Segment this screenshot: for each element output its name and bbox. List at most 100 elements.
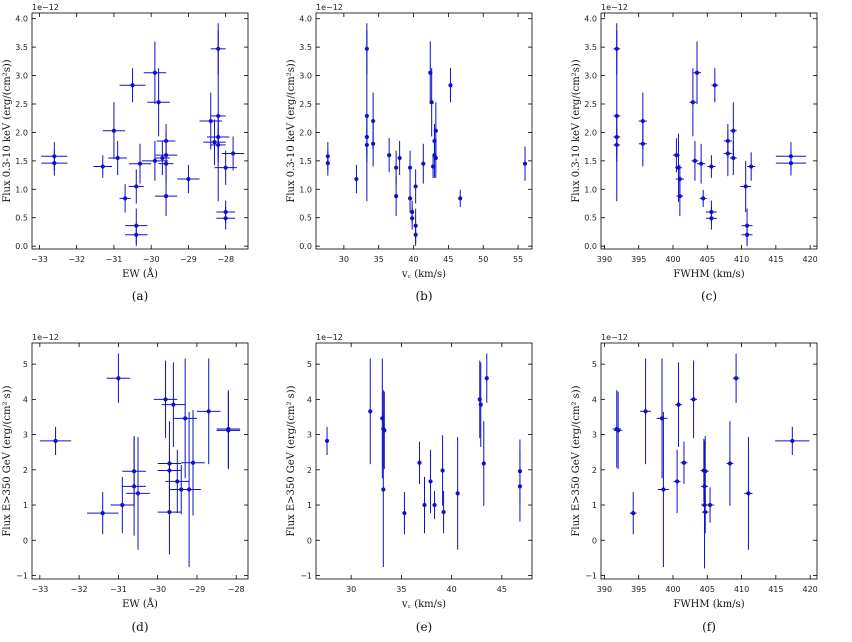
- chart-d-point: [106, 353, 131, 403]
- chart-c-point: [705, 206, 717, 230]
- chart-b-xtick-label: 50: [478, 255, 488, 264]
- chart-c-point: [723, 130, 732, 177]
- chart-c-point: [711, 68, 719, 103]
- chart-f-xtick-label: 400: [665, 585, 680, 594]
- chart-c-ytick-label: 4.0: [584, 15, 597, 24]
- chart-c-marker: [731, 155, 736, 161]
- chart-f-point: [657, 412, 669, 568]
- chart-f-marker: [746, 491, 751, 496]
- chart-d-marker: [226, 428, 231, 433]
- chart-a: −33 −32 −31 −30 −29 −28 0.0 0.5 1.0 1.5 2.0 2.5 3.0 3…: [2, 3, 249, 303]
- chart-e-marker: [481, 461, 486, 466]
- chart-d-ytick-label: 4: [23, 395, 28, 404]
- chart-a-marker: [216, 142, 221, 148]
- chart-b-point: [413, 169, 418, 204]
- chart-d-marker: [183, 416, 188, 421]
- chart-c-marker: [709, 164, 714, 169]
- chart-b-ytick-label: 3.0: [299, 72, 312, 81]
- chart-c-xtick-label: 390: [597, 255, 612, 264]
- chart-a-ylabel: Flux 0.3-10 keV (erg/(cm²s)): [2, 59, 13, 202]
- chart-a-marker: [100, 164, 105, 169]
- chart-f-frame: [600, 342, 818, 580]
- chart-f-ytick-label: 5: [592, 360, 597, 369]
- chart-e-ytick-label: 4: [307, 395, 312, 404]
- chart-c-ytick-label: 0.0: [584, 242, 597, 251]
- chart-c-ytick-label: 3.5: [584, 43, 597, 52]
- chart-e-caption: (e): [416, 620, 432, 634]
- chart-a-marker: [115, 155, 120, 161]
- chart-f-xtick-label: 395: [631, 585, 646, 594]
- chart-c-point: [699, 189, 707, 207]
- chart-c-point: [740, 160, 752, 213]
- chart-f-point: [673, 449, 681, 514]
- chart-b-marker: [413, 184, 418, 189]
- chart-e-marker: [440, 468, 445, 473]
- chart-c-marker: [731, 128, 736, 133]
- chart-f-marker: [631, 511, 636, 516]
- chart-b-marker: [394, 165, 399, 170]
- chart-d-point: [122, 437, 146, 536]
- chart-e-marker: [432, 502, 437, 508]
- chart-b-caption: (b): [415, 289, 432, 303]
- chart-a-point: [216, 206, 235, 230]
- chart-a-marker: [52, 161, 57, 166]
- chart-d-xtick-label: −31: [110, 585, 127, 594]
- chart-a-marker: [223, 165, 228, 170]
- chart-d-marker: [186, 487, 192, 492]
- chart-d-ytick-label: 2: [23, 466, 28, 475]
- chart-c-ytick-label: 1.5: [584, 157, 597, 166]
- chart-a-point: [125, 223, 148, 247]
- chart-c-xtick-label: 400: [665, 255, 680, 264]
- chart-b-marker: [448, 83, 453, 88]
- chart-b-ylabel: Flux 0.3-10 keV (erg/(cm²s)): [286, 59, 297, 202]
- chart-a-point: [210, 127, 226, 162]
- chart-c-point: [775, 150, 807, 176]
- chart-d-xlabel: EW (Å): [122, 598, 158, 610]
- chart-f-ytick-label: 1: [592, 501, 597, 510]
- chart-a-point: [141, 140, 168, 181]
- chart-b-marker: [522, 161, 528, 166]
- chart-c-marker: [788, 161, 794, 166]
- chart-c-y-offset: 1e−12: [601, 3, 628, 12]
- chart-c-ytick-label: 0.5: [584, 214, 597, 223]
- chart-d-ytick-label: 1: [23, 501, 28, 510]
- chart-f-marker: [790, 438, 795, 444]
- chart-f-point: [675, 362, 682, 447]
- chart-f-point: [701, 490, 709, 534]
- chart-f-point: [656, 358, 668, 479]
- chart-f-ytick-label: 0: [592, 536, 597, 545]
- chart-d-point: [173, 358, 197, 479]
- chart-c-ylabel: Flux 0.3-10 keV (erg/(cm²s)): [571, 59, 582, 202]
- chart-c-marker: [674, 153, 679, 158]
- chart-b-point: [522, 146, 528, 181]
- chart-a-marker: [130, 83, 135, 88]
- chart-b-marker: [371, 141, 376, 146]
- chart-c-point: [673, 138, 680, 173]
- chart-a-xtick-label: −31: [105, 255, 122, 264]
- chart-c-marker: [690, 100, 695, 105]
- chart-d-xtick-label: −29: [189, 585, 206, 594]
- chart-b-ytick-label: 4.0: [299, 15, 312, 24]
- chart-c-marker: [743, 184, 748, 189]
- chart-b-point: [394, 176, 399, 217]
- chart-f-point: [726, 421, 734, 506]
- chart-b-ytick-label: 2.0: [299, 128, 312, 137]
- chart-c-point: [613, 127, 621, 162]
- chart-d-marker: [167, 509, 172, 515]
- chart-d-point: [181, 409, 205, 516]
- chart-d-y-offset: 1e−12: [32, 333, 59, 342]
- chart-a-point: [128, 169, 144, 204]
- chart-e-ytick-label: −1: [300, 571, 312, 580]
- chart-b-xtick-label: 40: [408, 255, 418, 264]
- chart-a-marker: [137, 161, 143, 166]
- chart-d-point: [165, 449, 190, 514]
- chart-a-ytick-label: 1.0: [15, 185, 28, 194]
- chart-e-ytick-label: 2: [307, 466, 312, 475]
- chart-f-ytick-label: 4: [592, 395, 597, 404]
- chart-a-point: [221, 136, 245, 171]
- chart-f-marker: [643, 409, 648, 414]
- chart-c-marker: [744, 232, 750, 237]
- chart-f-ytick-label: 3: [592, 431, 597, 440]
- chart-d-marker: [206, 409, 211, 414]
- chart-b-marker: [458, 196, 463, 201]
